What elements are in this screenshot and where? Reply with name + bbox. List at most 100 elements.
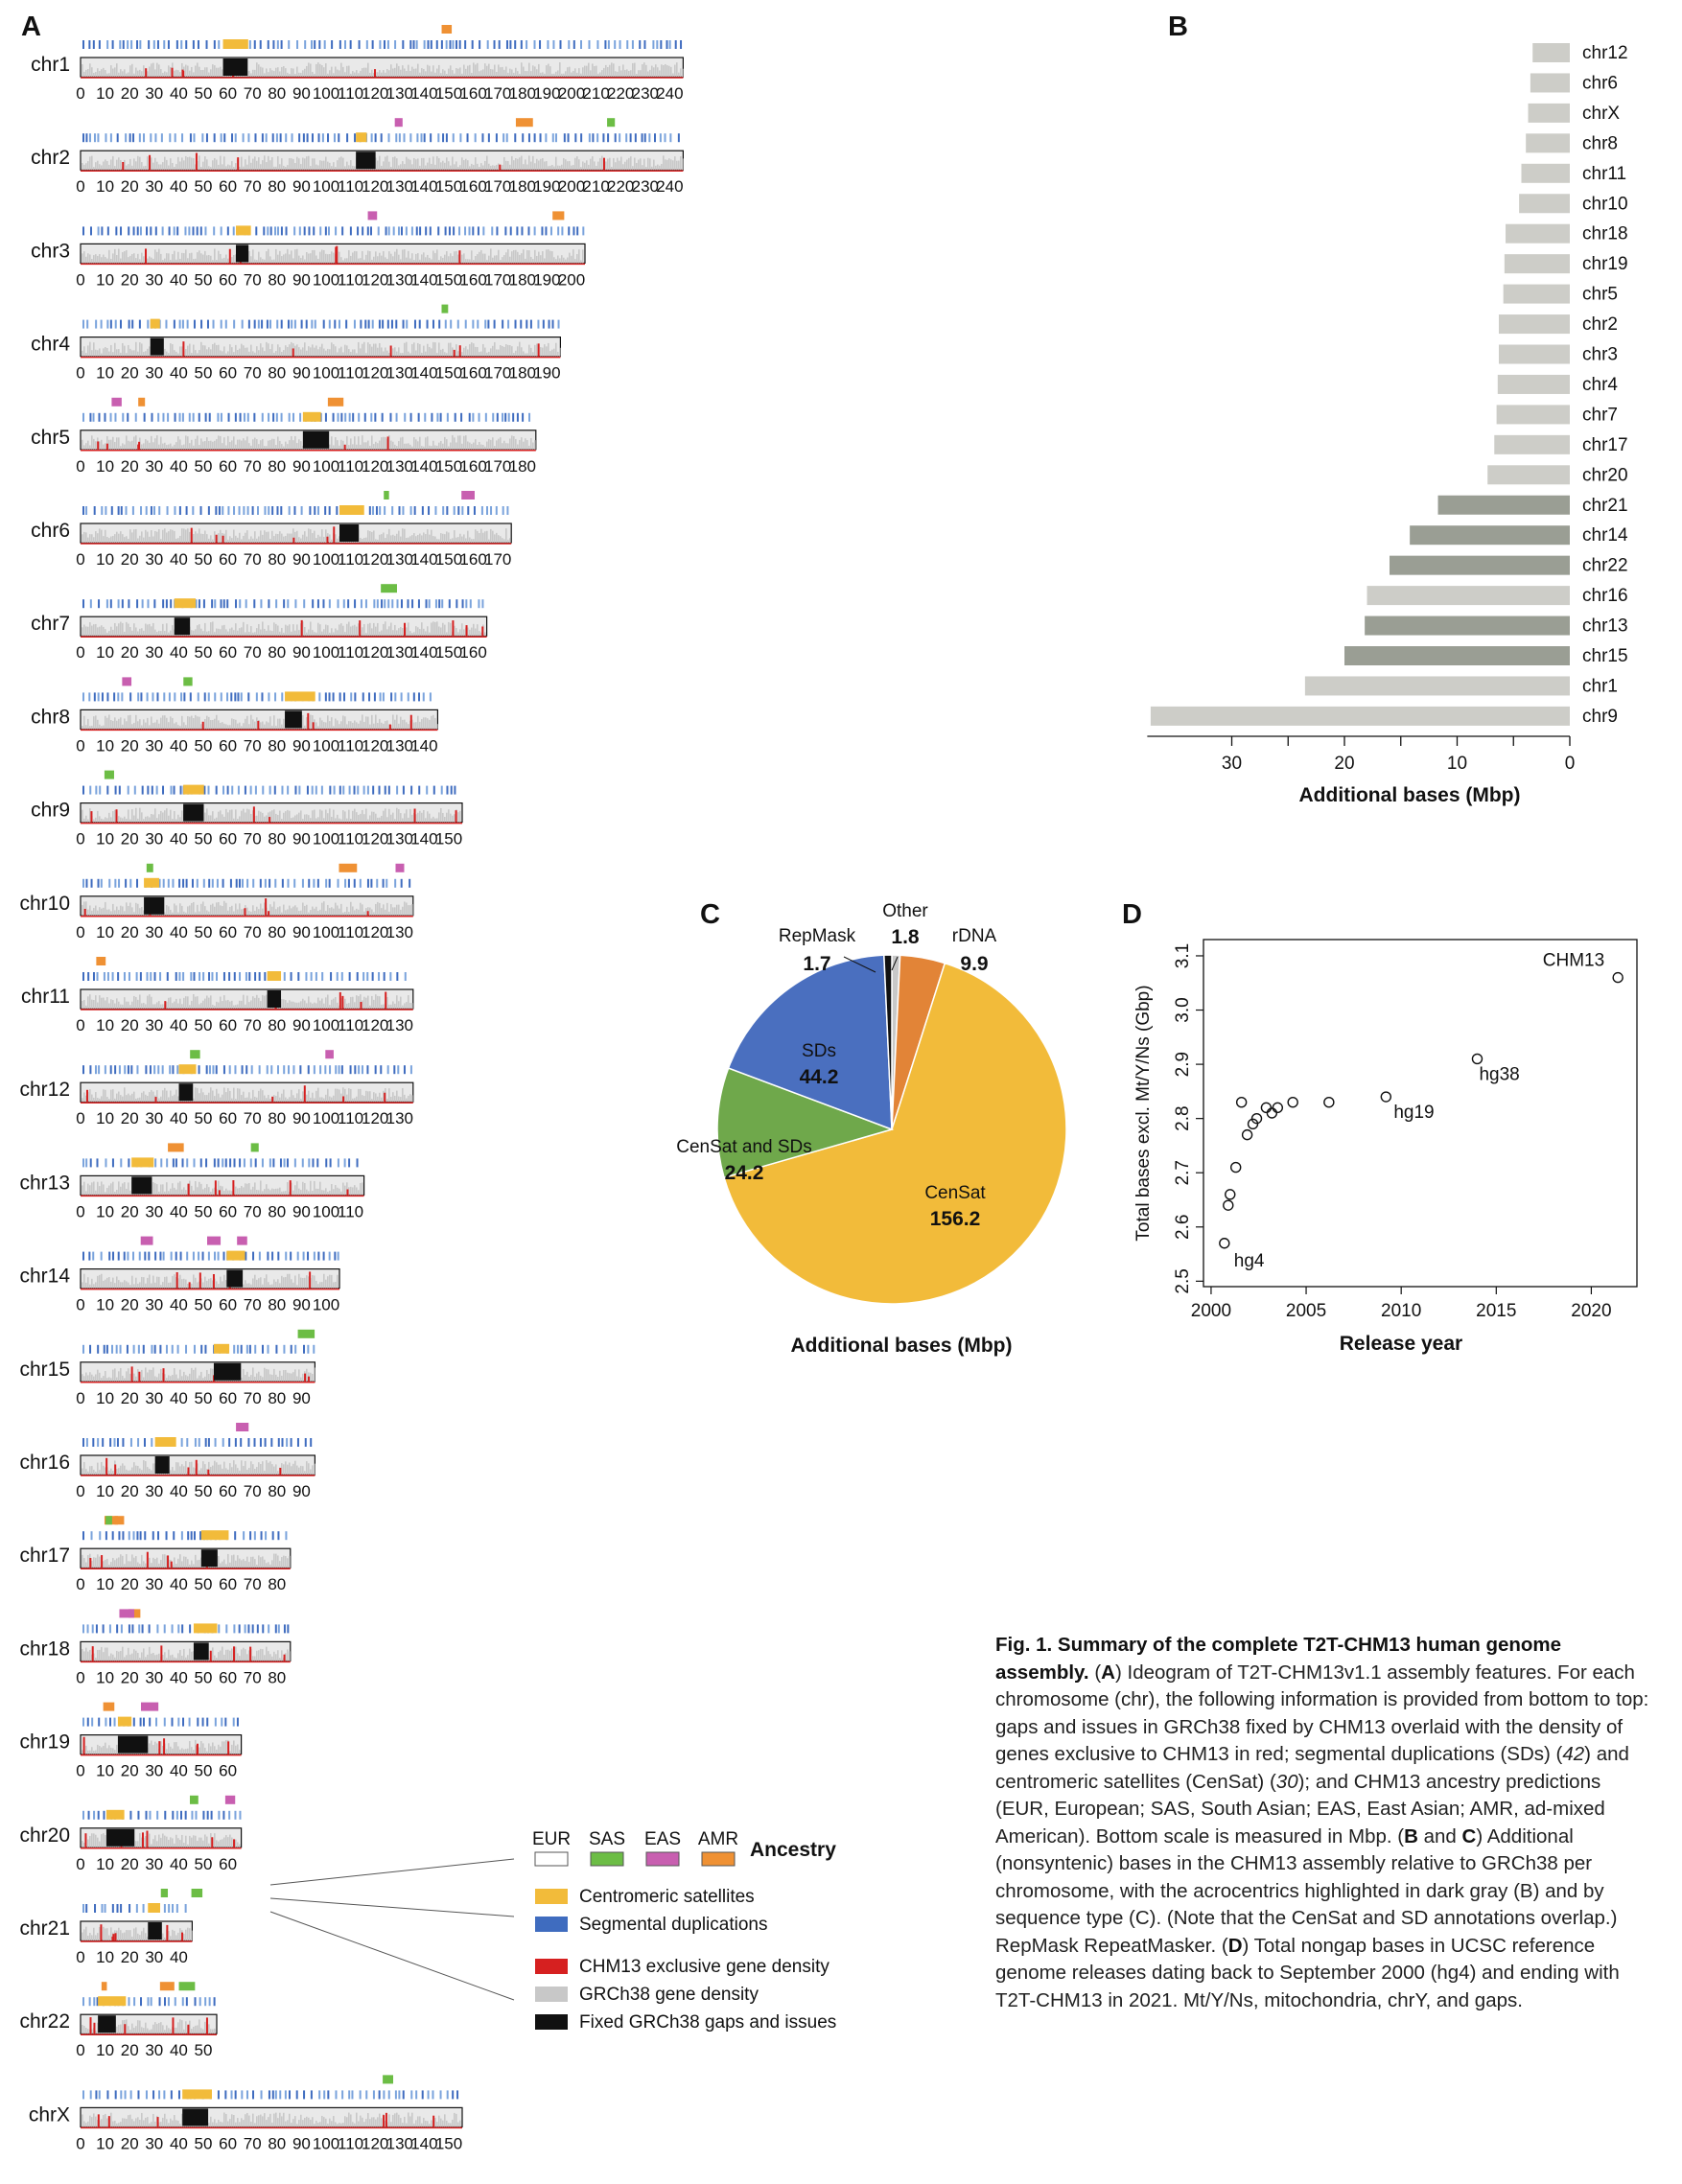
grch38-gene-density-mark bbox=[156, 1090, 158, 1103]
grch38-gene-density-mark bbox=[158, 529, 160, 543]
grch38-gene-density-mark bbox=[434, 164, 436, 171]
chm13-gene-density-mark bbox=[336, 245, 339, 264]
grch38-gene-density-mark bbox=[432, 65, 434, 77]
grch38-gene-density-mark bbox=[434, 445, 436, 450]
segmental-duplication-mark bbox=[588, 133, 591, 143]
grch38-gene-density-mark bbox=[151, 530, 152, 543]
segmental-duplication-mark bbox=[390, 692, 393, 702]
segmental-duplication-mark bbox=[291, 133, 293, 143]
grch38-gene-density-mark bbox=[306, 65, 308, 77]
grch38-gene-density-mark bbox=[260, 1464, 262, 1475]
grch38-gene-density-mark bbox=[133, 158, 135, 171]
grch38-gene-density-mark bbox=[381, 72, 383, 77]
grch38-gene-density-mark bbox=[154, 157, 156, 171]
segmental-duplication-mark bbox=[288, 506, 291, 515]
segmental-duplication-mark bbox=[228, 1438, 231, 1447]
segmental-duplication-mark bbox=[176, 1344, 179, 1354]
segmental-duplication-mark bbox=[464, 40, 467, 49]
grch38-gene-density-mark bbox=[365, 442, 367, 450]
segmental-duplication-mark bbox=[312, 1158, 315, 1168]
segmental-duplication-mark bbox=[88, 1251, 91, 1261]
grch38-gene-density-mark bbox=[436, 818, 438, 823]
grch38-gene-density-mark bbox=[369, 445, 371, 450]
grch38-gene-density-mark bbox=[166, 532, 168, 543]
segmental-duplication-mark bbox=[230, 692, 233, 702]
ancestry-mark bbox=[395, 863, 405, 872]
tick-label: 80 bbox=[268, 270, 286, 289]
segmental-duplication-mark bbox=[178, 972, 181, 981]
grch38-gene-density-mark bbox=[101, 1181, 103, 1196]
grch38-gene-density-mark bbox=[95, 1092, 97, 1103]
grch38-gene-density-mark bbox=[202, 69, 204, 77]
grch38-gene-density-mark bbox=[122, 724, 124, 730]
grch38-gene-density-mark bbox=[126, 73, 128, 77]
grch38-gene-density-mark bbox=[304, 158, 306, 171]
grch38-gene-density-mark bbox=[619, 65, 620, 77]
centromeric-satellite-mark bbox=[222, 39, 248, 49]
segmental-duplication-mark bbox=[631, 40, 634, 49]
grch38-gene-density-mark bbox=[256, 1279, 258, 1289]
grch38-gene-density-mark bbox=[99, 1274, 101, 1289]
segmental-duplication-mark bbox=[472, 226, 475, 236]
segmental-duplication-mark bbox=[607, 40, 610, 49]
grch38-gene-density-mark bbox=[237, 349, 239, 357]
grch38-gene-density-mark bbox=[432, 440, 434, 450]
grch38-gene-density-mark bbox=[223, 533, 225, 543]
grch38-gene-density-mark bbox=[273, 622, 275, 637]
grch38-gene-density-mark bbox=[93, 999, 95, 1009]
segmental-duplication-mark bbox=[336, 506, 339, 515]
grch38-gene-density-mark bbox=[323, 722, 325, 730]
grch38-gene-density-mark bbox=[191, 1283, 193, 1289]
grch38-gene-density-mark bbox=[116, 349, 118, 357]
chm13-gene-density-mark bbox=[307, 1376, 310, 1382]
grch38-gene-density-mark bbox=[509, 164, 511, 171]
grch38-gene-density-mark bbox=[279, 718, 281, 730]
grch38-gene-density-mark bbox=[271, 1374, 273, 1382]
grch38-gene-density-mark bbox=[406, 257, 408, 264]
segmental-duplication-mark bbox=[247, 692, 250, 702]
grch38-gene-density-mark bbox=[204, 1276, 206, 1289]
grch38-gene-density-mark bbox=[400, 259, 402, 264]
chm13-gene-density-mark bbox=[228, 248, 231, 264]
grch38-gene-density-mark bbox=[337, 814, 339, 823]
segmental-duplication-mark bbox=[97, 878, 100, 888]
grch38-gene-density-mark bbox=[346, 818, 348, 823]
segmental-duplication-mark bbox=[115, 226, 118, 236]
grch38-gene-density-mark bbox=[248, 351, 250, 357]
grch38-gene-density-mark bbox=[101, 257, 103, 264]
grch38-gene-density-mark bbox=[319, 251, 321, 264]
grch38-gene-density-mark bbox=[477, 347, 479, 357]
segmental-duplication-mark bbox=[196, 878, 199, 888]
grch38-gene-density-mark bbox=[659, 70, 661, 77]
segmental-duplication-mark bbox=[487, 133, 490, 143]
grch38-gene-density-mark bbox=[214, 1096, 216, 1103]
chm13-gene-density-mark bbox=[244, 908, 246, 916]
grch38-gene-density-mark bbox=[170, 997, 172, 1009]
grch38-gene-density-mark bbox=[317, 258, 319, 264]
grch38-gene-density-mark bbox=[509, 345, 511, 357]
grch38-gene-density-mark bbox=[429, 445, 431, 450]
segmental-duplication-mark bbox=[178, 412, 181, 422]
grch38-gene-density-mark bbox=[381, 534, 383, 543]
grch38-gene-density-mark bbox=[135, 1556, 137, 1568]
grch38-gene-density-mark bbox=[149, 536, 151, 543]
grch38-gene-density-mark bbox=[452, 815, 454, 823]
segmental-duplication-mark bbox=[512, 412, 515, 422]
segmental-duplication-mark bbox=[215, 785, 218, 795]
grch38-gene-density-mark bbox=[344, 811, 346, 823]
grch38-gene-density-mark bbox=[300, 258, 302, 264]
segmental-duplication-mark bbox=[366, 878, 369, 888]
grch38-gene-density-mark bbox=[89, 905, 91, 916]
grch38-gene-density-mark bbox=[342, 352, 344, 357]
grch38-gene-density-mark bbox=[151, 157, 152, 171]
segmental-duplication-mark bbox=[268, 599, 270, 609]
annotation-strip bbox=[82, 491, 509, 515]
grch38-gene-density-mark bbox=[360, 720, 362, 730]
grch38-gene-density-mark bbox=[183, 528, 185, 543]
grch38-gene-density-mark bbox=[277, 533, 279, 543]
segmental-duplication-mark bbox=[370, 878, 373, 888]
grch38-gene-density-mark bbox=[408, 250, 409, 264]
grch38-gene-density-mark bbox=[91, 625, 93, 637]
grch38-gene-density-mark bbox=[563, 157, 565, 171]
segmental-duplication-mark bbox=[173, 785, 175, 795]
